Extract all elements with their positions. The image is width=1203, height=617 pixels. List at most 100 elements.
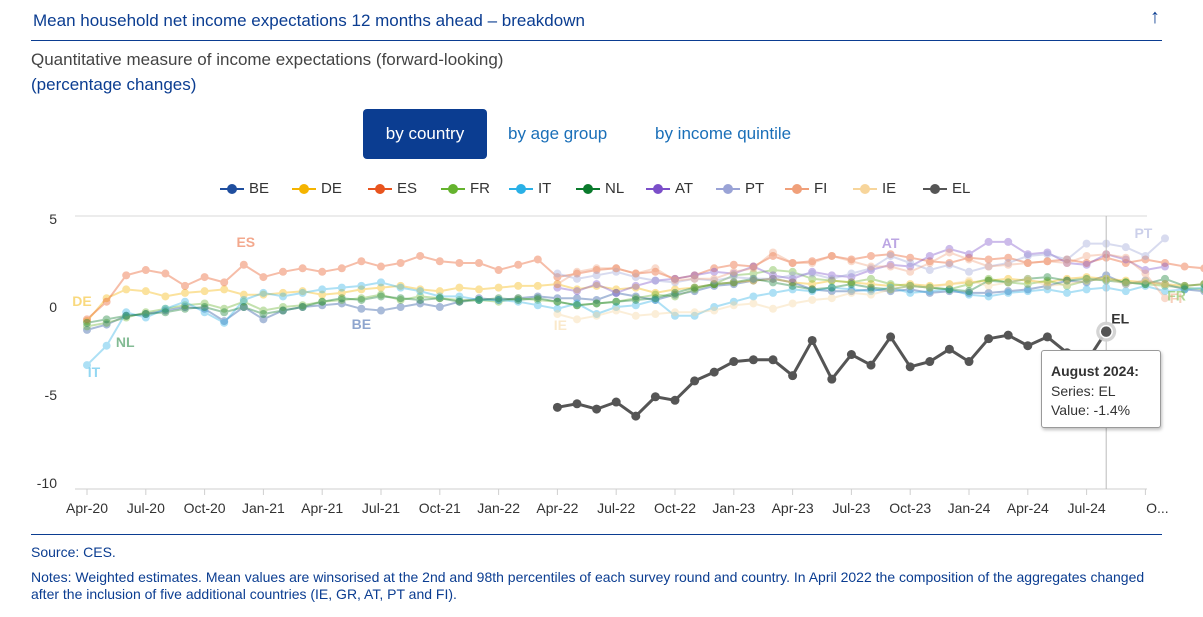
data-point[interactable] — [612, 264, 621, 273]
data-point[interactable] — [769, 251, 777, 260]
data-point[interactable] — [965, 288, 973, 297]
data-point[interactable] — [298, 301, 307, 310]
data-point[interactable] — [1200, 264, 1203, 273]
data-point[interactable] — [1004, 259, 1013, 267]
data-point[interactable] — [1004, 288, 1013, 297]
data-point[interactable] — [357, 257, 366, 266]
data-point[interactable] — [337, 288, 346, 297]
data-point[interactable] — [729, 269, 738, 278]
data-point[interactable] — [122, 313, 131, 322]
data-point[interactable] — [1023, 341, 1033, 351]
data-point[interactable] — [729, 357, 739, 367]
data-point[interactable] — [808, 269, 817, 278]
data-point[interactable] — [416, 285, 425, 294]
data-point[interactable] — [749, 274, 758, 283]
data-point[interactable] — [886, 283, 895, 292]
data-point[interactable] — [651, 267, 660, 276]
data-point[interactable] — [808, 267, 817, 276]
data-point[interactable] — [710, 280, 719, 289]
data-point[interactable] — [1161, 280, 1169, 289]
data-point[interactable] — [612, 288, 621, 297]
data-point[interactable] — [1043, 257, 1052, 266]
data-point[interactable] — [357, 294, 366, 303]
data-point[interactable] — [1063, 276, 1071, 285]
data-point[interactable] — [396, 294, 405, 303]
data-point[interactable] — [298, 264, 307, 273]
data-point[interactable] — [749, 262, 758, 271]
data-point[interactable] — [377, 306, 385, 315]
data-point[interactable] — [906, 285, 915, 294]
data-point[interactable] — [572, 399, 582, 409]
data-point[interactable] — [925, 251, 934, 260]
data-point[interactable] — [631, 281, 640, 290]
data-point[interactable] — [1141, 280, 1150, 289]
data-point[interactable] — [1161, 294, 1169, 303]
data-point[interactable] — [867, 262, 875, 271]
data-point[interactable] — [769, 248, 777, 257]
series-el[interactable] — [552, 327, 1111, 421]
data-point[interactable] — [710, 280, 719, 289]
data-point[interactable] — [396, 281, 405, 290]
data-point[interactable] — [1082, 251, 1091, 260]
data-point[interactable] — [161, 292, 170, 301]
data-point[interactable] — [592, 295, 601, 304]
data-point[interactable] — [867, 285, 875, 294]
series-fr[interactable] — [83, 266, 1203, 331]
data-point[interactable] — [1121, 287, 1130, 296]
data-point[interactable] — [102, 297, 111, 306]
data-point[interactable] — [710, 264, 719, 273]
data-point[interactable] — [141, 310, 150, 319]
series-fi[interactable] — [553, 248, 1169, 303]
data-point[interactable] — [1161, 287, 1169, 296]
data-point[interactable] — [181, 281, 189, 290]
data-point[interactable] — [984, 262, 993, 271]
data-point[interactable] — [337, 294, 346, 303]
data-point[interactable] — [612, 303, 621, 311]
data-point[interactable] — [671, 285, 679, 294]
data-point[interactable] — [279, 306, 287, 315]
data-point[interactable] — [1043, 273, 1052, 282]
data-point[interactable] — [357, 304, 366, 313]
data-point[interactable] — [729, 301, 738, 310]
data-point[interactable] — [788, 274, 797, 283]
data-point[interactable] — [906, 281, 915, 290]
data-point[interactable] — [514, 297, 523, 306]
data-point[interactable] — [1141, 278, 1150, 287]
data-point[interactable] — [1180, 281, 1189, 290]
data-point[interactable] — [494, 295, 503, 304]
data-point[interactable] — [827, 251, 836, 260]
tab-by-income-quintile[interactable]: by income quintile — [655, 124, 792, 143]
series-de[interactable] — [83, 273, 1203, 326]
data-point[interactable] — [729, 260, 738, 269]
series-it[interactable] — [83, 278, 1203, 370]
data-point[interactable] — [592, 264, 601, 273]
data-point[interactable] — [1023, 287, 1032, 296]
data-point[interactable] — [200, 273, 209, 282]
data-point[interactable] — [1141, 281, 1150, 290]
data-point[interactable] — [984, 255, 993, 264]
data-point[interactable] — [318, 285, 327, 294]
data-point[interactable] — [239, 303, 248, 311]
data-point[interactable] — [1004, 260, 1013, 269]
data-point[interactable] — [318, 297, 327, 306]
data-point[interactable] — [337, 264, 346, 273]
data-point[interactable] — [573, 287, 581, 296]
data-point[interactable] — [945, 280, 954, 289]
data-point[interactable] — [867, 283, 875, 292]
data-point[interactable] — [1063, 274, 1071, 283]
data-point[interactable] — [690, 274, 699, 283]
data-point[interactable] — [1004, 237, 1013, 246]
data-point[interactable] — [847, 269, 856, 278]
data-point[interactable] — [553, 297, 562, 306]
data-point[interactable] — [671, 274, 679, 283]
data-point[interactable] — [141, 287, 150, 296]
data-point[interactable] — [631, 273, 640, 282]
data-point[interactable] — [1141, 266, 1150, 275]
data-point[interactable] — [847, 273, 856, 282]
data-point[interactable] — [788, 267, 797, 276]
data-point[interactable] — [1082, 260, 1091, 269]
data-point[interactable] — [337, 299, 346, 308]
data-point[interactable] — [122, 311, 131, 320]
data-point[interactable] — [925, 357, 935, 367]
data-point[interactable] — [965, 250, 973, 259]
